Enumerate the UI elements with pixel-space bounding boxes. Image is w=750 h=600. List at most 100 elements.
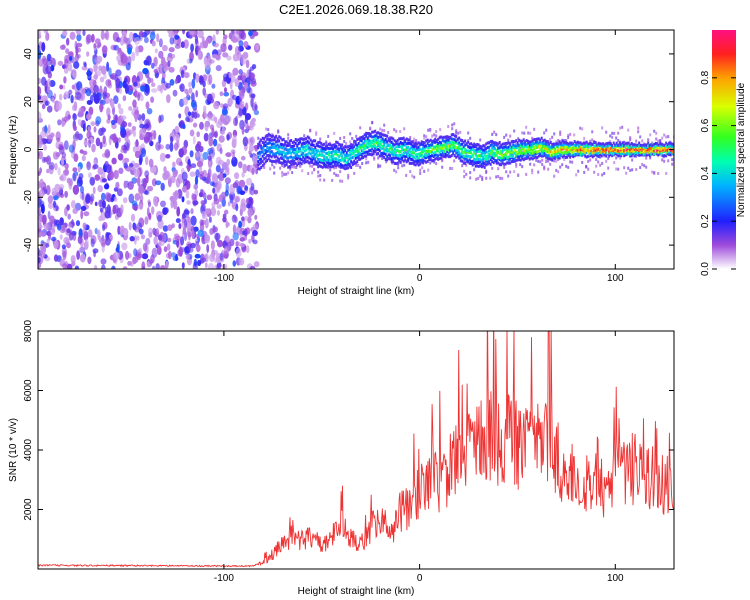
heatmap-cell bbox=[238, 69, 243, 75]
heatmap-cell bbox=[525, 172, 528, 176]
heatmap-cell bbox=[341, 150, 344, 154]
heatmap-cell bbox=[491, 153, 494, 157]
heatmap-cell bbox=[381, 151, 384, 155]
heatmap-cell bbox=[156, 33, 160, 43]
heatmap-cell bbox=[629, 138, 632, 142]
heatmap-cell bbox=[393, 147, 396, 151]
heatmap-cell bbox=[171, 223, 175, 229]
heatmap-cell bbox=[387, 130, 390, 134]
heatmap-cell bbox=[429, 129, 432, 133]
heatmap-cell bbox=[439, 128, 442, 132]
heatmap-cell bbox=[419, 151, 422, 155]
heatmap-cell bbox=[404, 158, 407, 162]
snr-y-axis-label: SNR (10 * v/v) bbox=[8, 418, 19, 482]
heatmap-cell bbox=[485, 159, 488, 163]
heatmap-cell bbox=[476, 154, 479, 158]
heatmap-cell bbox=[359, 143, 362, 147]
heatmap-cell bbox=[300, 152, 303, 156]
heatmap-cell bbox=[471, 148, 474, 152]
heatmap-cell bbox=[348, 157, 351, 161]
heatmap-cell bbox=[452, 150, 455, 154]
heatmap-cell bbox=[455, 131, 458, 135]
heatmap-cell bbox=[441, 151, 444, 155]
heatmap-cell bbox=[327, 158, 330, 162]
heatmap-cell bbox=[489, 143, 492, 147]
heatmap-cell bbox=[75, 30, 82, 35]
heatmap-cell bbox=[260, 146, 263, 150]
heatmap-cell bbox=[281, 174, 284, 178]
heatmap-cell bbox=[311, 146, 314, 150]
heatmap-cell bbox=[477, 164, 480, 168]
heatmap-cell bbox=[498, 141, 501, 144]
heatmap-cell bbox=[495, 161, 498, 165]
heatmap-cell bbox=[384, 137, 387, 141]
heatmap-cell bbox=[182, 185, 187, 193]
heatmap-cell bbox=[166, 243, 171, 251]
heatmap-cell bbox=[215, 30, 219, 35]
heatmap-cell bbox=[183, 39, 189, 49]
heatmap-cell bbox=[393, 152, 396, 156]
heatmap-cell bbox=[464, 147, 467, 151]
heatmap-cell bbox=[417, 145, 420, 149]
heatmap-cell bbox=[385, 160, 388, 164]
heatmap-cell bbox=[559, 165, 562, 169]
heatmap-cell bbox=[170, 136, 174, 144]
heatmap-cell bbox=[194, 152, 199, 158]
heatmap-cell bbox=[82, 123, 86, 132]
heatmap-cell bbox=[441, 159, 444, 163]
heatmap-cell bbox=[315, 131, 318, 135]
heatmap-cell bbox=[433, 160, 436, 164]
heatmap-cell bbox=[630, 147, 633, 151]
heatmap-cell bbox=[465, 142, 468, 146]
heatmap-cell bbox=[64, 206, 68, 217]
heatmap-cell bbox=[132, 99, 137, 108]
heatmap-cell bbox=[481, 178, 484, 181]
heatmap-cell bbox=[133, 223, 137, 231]
heatmap-cell bbox=[624, 142, 627, 146]
heatmap-cell bbox=[402, 136, 405, 140]
heatmap-cell bbox=[325, 141, 328, 145]
heatmap-cell bbox=[467, 154, 470, 158]
heatmap-cell bbox=[397, 166, 400, 170]
heatmap-cell bbox=[311, 158, 314, 162]
heatmap-cell bbox=[221, 197, 226, 207]
heatmap-cell bbox=[455, 148, 458, 152]
heatmap-cell bbox=[563, 143, 566, 146]
heatmap-cell bbox=[656, 142, 659, 146]
heatmap-cell bbox=[221, 126, 226, 135]
heatmap-cell bbox=[441, 136, 444, 140]
heatmap-cell bbox=[620, 146, 623, 150]
heatmap-cell bbox=[354, 154, 357, 157]
heatmap-cell bbox=[488, 160, 491, 164]
heatmap-cell bbox=[444, 145, 447, 149]
heatmap-cell bbox=[595, 164, 598, 168]
heatmap-cell bbox=[389, 157, 392, 161]
heatmap-cell bbox=[485, 176, 488, 180]
heatmap-cell bbox=[49, 227, 56, 236]
heatmap-cell bbox=[297, 162, 300, 166]
heatmap-cell bbox=[672, 152, 674, 156]
heatmap-cell bbox=[201, 36, 205, 44]
heatmap-cell bbox=[123, 180, 127, 189]
heatmap-cell bbox=[211, 202, 216, 209]
heatmap-cell bbox=[548, 151, 551, 155]
heatmap-cell bbox=[342, 157, 345, 161]
heatmap-cell bbox=[360, 149, 363, 153]
heatmap-cell bbox=[410, 150, 413, 154]
heatmap-cell bbox=[392, 144, 395, 148]
heatmap-cell bbox=[578, 151, 581, 155]
heatmap-cell bbox=[293, 156, 296, 160]
heatmap-cell bbox=[38, 257, 41, 264]
heatmap-cell bbox=[139, 123, 145, 129]
heatmap-cell bbox=[641, 143, 644, 147]
heatmap-cell bbox=[608, 143, 611, 147]
heatmap-cell bbox=[263, 141, 266, 145]
heatmap-cell bbox=[339, 158, 342, 162]
heatmap-cell bbox=[524, 151, 527, 155]
heatmap-cell bbox=[447, 148, 450, 152]
heatmap-cell bbox=[452, 141, 455, 145]
heatmap-cell bbox=[306, 143, 309, 147]
heatmap-cell bbox=[593, 140, 596, 144]
heatmap-cell bbox=[530, 151, 533, 155]
heatmap-cell bbox=[368, 144, 371, 148]
